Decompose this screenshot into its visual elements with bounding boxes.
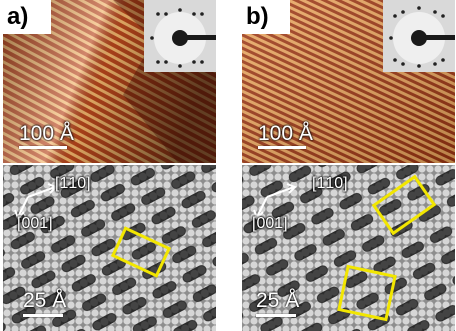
scale-bar-label: 25 Å [256,289,300,312]
leed-pattern-inset [144,0,216,72]
direction-label-001: [001] [252,215,288,232]
scale-bar-label: 100 Å [19,122,74,145]
scale-bar-label: 25 Å [23,289,67,312]
unit-cell-highlight [371,174,437,236]
scale-bar-label: 100 Å [258,122,313,145]
direction-arrows [14,183,58,220]
direction-label-001: [001] [17,215,53,232]
stm-image-a: a) 100 Å [3,0,216,163]
unit-cell-highlight [110,226,172,278]
unit-cell-highlight [337,264,397,322]
scale-bar [256,314,296,317]
figure-panel-b: b) 100 Å [242,0,455,331]
panel-label: a) [3,0,51,34]
direction-label-1-10: [1̄10] [312,175,348,192]
leed-pattern-inset [383,0,455,72]
scale-bar [258,146,306,149]
structure-model-b: [1̄10] [001] 25 Å [242,165,455,331]
panel-label: b) [242,0,290,34]
scale-bar [23,314,63,317]
figure-panel-a: a) 100 Å [3,0,216,331]
structure-model-a: [1̄10] [001] 25 Å [3,165,216,331]
direction-arrows [253,183,297,220]
scale-bar [19,146,67,149]
stm-image-b: b) 100 Å [242,0,455,163]
direction-label-1-10: [1̄10] [55,175,91,192]
